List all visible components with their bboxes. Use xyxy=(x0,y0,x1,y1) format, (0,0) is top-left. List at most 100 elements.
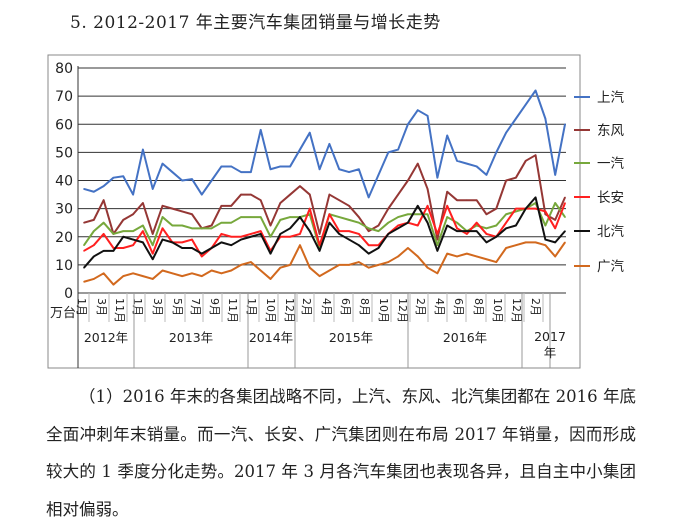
data-point xyxy=(93,278,95,280)
data-point xyxy=(407,221,409,224)
data-point xyxy=(416,109,419,111)
data-point xyxy=(475,221,478,224)
y-tick-label: 80 xyxy=(55,61,73,77)
data-point xyxy=(289,216,291,218)
y-tick-label: 20 xyxy=(55,230,73,246)
legend-label: 北汽 xyxy=(597,224,625,240)
data-point xyxy=(171,171,174,173)
data-point xyxy=(200,255,203,258)
data-point xyxy=(436,250,439,252)
data-point xyxy=(456,230,458,232)
data-point xyxy=(456,160,458,162)
x-month-label: 7月 xyxy=(189,298,202,316)
data-point xyxy=(524,241,527,244)
data-point xyxy=(112,283,115,286)
data-point xyxy=(338,230,341,232)
data-point xyxy=(338,199,341,201)
y-tick-label: 0 xyxy=(64,286,73,302)
data-point xyxy=(426,213,429,216)
data-point xyxy=(485,227,488,230)
data-point xyxy=(161,269,164,272)
data-point xyxy=(289,165,291,168)
data-point xyxy=(200,193,203,196)
data-point xyxy=(122,275,125,277)
data-point xyxy=(534,89,537,92)
data-point xyxy=(387,233,390,235)
data-point xyxy=(338,216,341,218)
data-point xyxy=(93,255,95,258)
data-point xyxy=(505,247,507,249)
data-point xyxy=(544,117,547,120)
data-point xyxy=(240,171,242,173)
data-point xyxy=(436,272,439,275)
data-point xyxy=(289,235,291,238)
x-month-label: 12月 xyxy=(396,298,409,323)
x-year-label: 2016年 xyxy=(443,330,487,345)
data-point xyxy=(112,247,115,249)
data-point xyxy=(220,205,223,207)
data-point xyxy=(524,207,527,210)
data-point xyxy=(142,224,144,227)
data-point xyxy=(230,221,233,224)
data-point xyxy=(269,235,272,238)
data-point xyxy=(230,244,233,246)
data-point xyxy=(515,176,517,179)
data-point xyxy=(397,193,399,196)
x-month-label: 4月 xyxy=(320,298,333,316)
data-point xyxy=(279,202,282,204)
data-point xyxy=(397,255,399,258)
data-point xyxy=(210,247,213,249)
data-point xyxy=(446,252,449,255)
data-point xyxy=(210,179,213,182)
data-point xyxy=(122,235,125,238)
data-point xyxy=(328,213,331,216)
data-point xyxy=(524,160,527,162)
data-point xyxy=(544,244,547,246)
data-point xyxy=(220,165,223,168)
data-point xyxy=(171,207,174,210)
data-point xyxy=(191,227,193,230)
data-point xyxy=(564,202,566,204)
data-point xyxy=(505,213,507,216)
data-point xyxy=(416,213,419,216)
data-point xyxy=(102,272,105,275)
y-axis-unit: 万台 xyxy=(50,306,76,321)
x-year-label: 2014年 xyxy=(249,330,293,345)
data-point xyxy=(240,238,242,241)
data-point xyxy=(132,238,134,241)
data-point xyxy=(348,219,350,221)
series-line-5 xyxy=(83,241,566,286)
data-point xyxy=(348,264,350,266)
data-point xyxy=(230,235,233,238)
x-month-label: 3月 xyxy=(95,298,108,316)
data-point xyxy=(151,258,154,261)
data-point xyxy=(348,171,350,173)
data-point xyxy=(515,224,517,227)
data-point xyxy=(299,185,301,187)
data-point xyxy=(191,178,193,180)
data-point xyxy=(407,213,409,216)
data-point xyxy=(102,233,105,235)
data-point xyxy=(475,165,478,168)
data-point xyxy=(102,199,105,201)
data-point xyxy=(151,278,154,280)
data-point xyxy=(367,244,370,246)
data-point xyxy=(485,213,488,216)
data-point xyxy=(151,244,154,246)
data-point xyxy=(299,244,301,246)
data-point xyxy=(200,227,203,230)
data-point xyxy=(230,165,233,168)
data-point xyxy=(416,224,419,227)
data-point xyxy=(181,247,183,249)
data-point xyxy=(318,244,321,246)
x-month-label: 12月 xyxy=(510,298,523,323)
x-month-label: 6月 xyxy=(452,298,465,316)
data-point xyxy=(250,235,252,238)
data-point xyxy=(416,255,419,258)
x-month-label: 9月 xyxy=(208,298,221,316)
data-point xyxy=(318,168,321,171)
data-point xyxy=(289,193,291,196)
x-year-label: 2012年 xyxy=(84,330,128,345)
data-point xyxy=(269,224,272,227)
legend-label: 一汽 xyxy=(597,156,625,172)
